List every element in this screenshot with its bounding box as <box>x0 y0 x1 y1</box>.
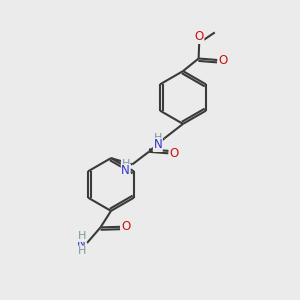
Text: O: O <box>170 147 179 160</box>
Text: O: O <box>219 53 228 67</box>
Text: H: H <box>154 133 162 143</box>
Text: N: N <box>153 138 162 152</box>
Text: H: H <box>122 159 130 169</box>
Text: O: O <box>122 220 130 233</box>
Text: N: N <box>77 237 86 250</box>
Text: N: N <box>121 164 130 178</box>
Text: H: H <box>77 231 86 242</box>
Text: O: O <box>195 30 204 44</box>
Text: H: H <box>77 246 86 256</box>
